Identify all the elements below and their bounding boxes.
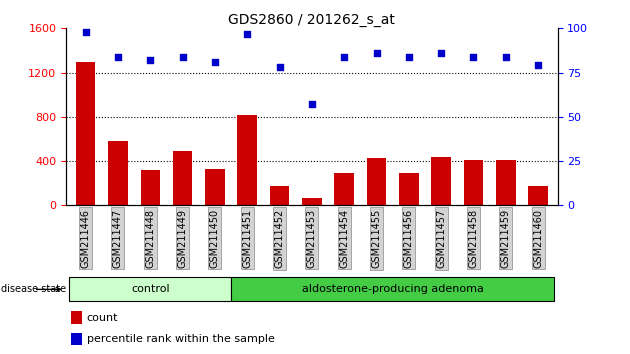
- Text: GSM211453: GSM211453: [307, 209, 317, 268]
- Bar: [76, 62, 95, 205]
- Bar: [71, 332, 82, 345]
- Point: [178, 54, 188, 59]
- Point: [436, 50, 446, 56]
- Point: [501, 54, 511, 59]
- Text: GSM211447: GSM211447: [113, 209, 123, 268]
- Bar: [464, 160, 483, 205]
- Point: [275, 64, 285, 70]
- FancyBboxPatch shape: [231, 278, 554, 301]
- Point: [242, 31, 252, 36]
- Bar: [529, 186, 548, 205]
- Text: GSM211451: GSM211451: [242, 209, 252, 268]
- Point: [372, 50, 382, 56]
- Bar: [399, 173, 418, 205]
- Text: count: count: [87, 313, 118, 323]
- Text: GSM211456: GSM211456: [404, 209, 414, 268]
- Text: GSM211454: GSM211454: [339, 209, 349, 268]
- FancyBboxPatch shape: [69, 278, 231, 301]
- Point: [210, 59, 220, 65]
- Text: aldosterone-producing adenoma: aldosterone-producing adenoma: [302, 284, 484, 295]
- Text: GSM211460: GSM211460: [533, 209, 543, 268]
- Bar: [302, 198, 321, 205]
- Text: GSM211448: GSM211448: [145, 209, 155, 268]
- Text: control: control: [131, 284, 169, 295]
- Text: GSM211446: GSM211446: [81, 209, 91, 268]
- Text: GSM211449: GSM211449: [178, 209, 188, 268]
- Point: [533, 63, 543, 68]
- Text: GSM211455: GSM211455: [372, 209, 382, 268]
- Bar: [173, 151, 192, 205]
- Text: GSM211452: GSM211452: [275, 209, 285, 268]
- Bar: [71, 311, 82, 324]
- Point: [307, 102, 317, 107]
- Point: [404, 54, 414, 59]
- Bar: [108, 141, 127, 205]
- Point: [113, 54, 123, 59]
- Bar: [140, 170, 160, 205]
- Point: [145, 57, 155, 63]
- Point: [81, 29, 91, 35]
- Title: GDS2860 / 201262_s_at: GDS2860 / 201262_s_at: [229, 13, 395, 27]
- Bar: [205, 169, 224, 205]
- Bar: [238, 115, 257, 205]
- Point: [469, 54, 479, 59]
- Text: GSM211459: GSM211459: [501, 209, 511, 268]
- Text: GSM211457: GSM211457: [436, 209, 446, 268]
- Bar: [335, 173, 354, 205]
- Text: GSM211458: GSM211458: [469, 209, 479, 268]
- Bar: [270, 186, 289, 205]
- Bar: [496, 160, 515, 205]
- Text: GSM211450: GSM211450: [210, 209, 220, 268]
- Text: percentile rank within the sample: percentile rank within the sample: [87, 334, 275, 344]
- Bar: [432, 156, 451, 205]
- Point: [339, 54, 349, 59]
- Bar: [367, 158, 386, 205]
- Text: disease state: disease state: [1, 284, 66, 295]
